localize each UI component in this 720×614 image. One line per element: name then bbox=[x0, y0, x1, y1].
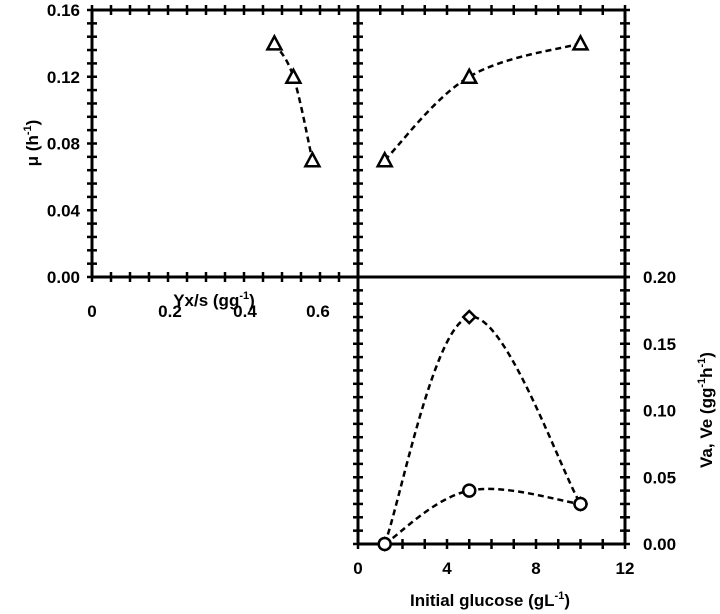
bottom-right-y-tick-label: 0.05 bbox=[643, 468, 676, 487]
ticks bbox=[87, 5, 630, 549]
bottom-right-circle-point bbox=[573, 496, 588, 512]
top-left-x-tick-label: 0.6 bbox=[306, 302, 330, 321]
top-left-y-tick-label: 0.00 bbox=[47, 268, 80, 287]
top-left-x-tick-label: 0 bbox=[87, 302, 96, 321]
top-left-y-axis-title: μ (h-1) bbox=[22, 120, 42, 167]
bottom-right-x-tick-label: 0 bbox=[353, 559, 362, 578]
tick-labels: 0.00 0.04 0.08 0.12 0.16 0 0.2 0.4 0.6 0.00 0.05 0.… bbox=[47, 1, 676, 578]
markers bbox=[265, 33, 590, 552]
bottom-right-y-tick-label: 0.15 bbox=[643, 335, 676, 354]
top-right-series-0-line bbox=[383, 42, 581, 162]
bottom-right-series-1-line bbox=[384, 487, 581, 546]
bottom-right-series-0-line bbox=[383, 315, 582, 545]
top-right-triangle-point bbox=[460, 67, 479, 84]
top-left-x-tick-label: 0.2 bbox=[158, 302, 182, 321]
bottom-right-x-axis-title: Initial glucose (gL-1) bbox=[410, 590, 570, 610]
top-left-y-tick-label: 0.16 bbox=[47, 1, 80, 20]
top-left-triangle-point bbox=[303, 150, 322, 168]
top-left-series-0-line bbox=[273, 42, 314, 161]
top-left-triangle-point bbox=[265, 33, 284, 51]
top-left-x-axis-title: Yx/s (gg-1) bbox=[173, 290, 255, 310]
bottom-right-x-tick-label: 8 bbox=[531, 559, 540, 578]
bottom-right-x-tick-label: 12 bbox=[616, 559, 635, 578]
bottom-right-x-tick-label: 4 bbox=[442, 559, 452, 578]
top-left-y-tick-label: 0.08 bbox=[47, 135, 80, 154]
top-left-triangle-point bbox=[284, 67, 303, 84]
series-lines bbox=[273, 42, 582, 546]
bottom-right-y-axis-title: Va, Ve (gg-1h-1) bbox=[696, 352, 716, 468]
top-right-triangle-point bbox=[375, 150, 394, 168]
bottom-right-circle-point bbox=[462, 483, 477, 498]
bottom-right-diamond-point bbox=[461, 309, 478, 325]
top-left-x-tick-label: 0.4 bbox=[233, 302, 257, 321]
bottom-right-y-tick-label: 0.00 bbox=[643, 535, 676, 554]
top-left-y-tick-label: 0.04 bbox=[47, 201, 81, 220]
bottom-right-circle-point bbox=[377, 536, 392, 552]
bottom-right-y-tick-label: 0.20 bbox=[643, 268, 676, 287]
top-right-triangle-point bbox=[571, 33, 590, 51]
bottom-right-y-tick-label: 0.10 bbox=[643, 402, 676, 421]
top-left-y-tick-label: 0.12 bbox=[47, 68, 80, 87]
